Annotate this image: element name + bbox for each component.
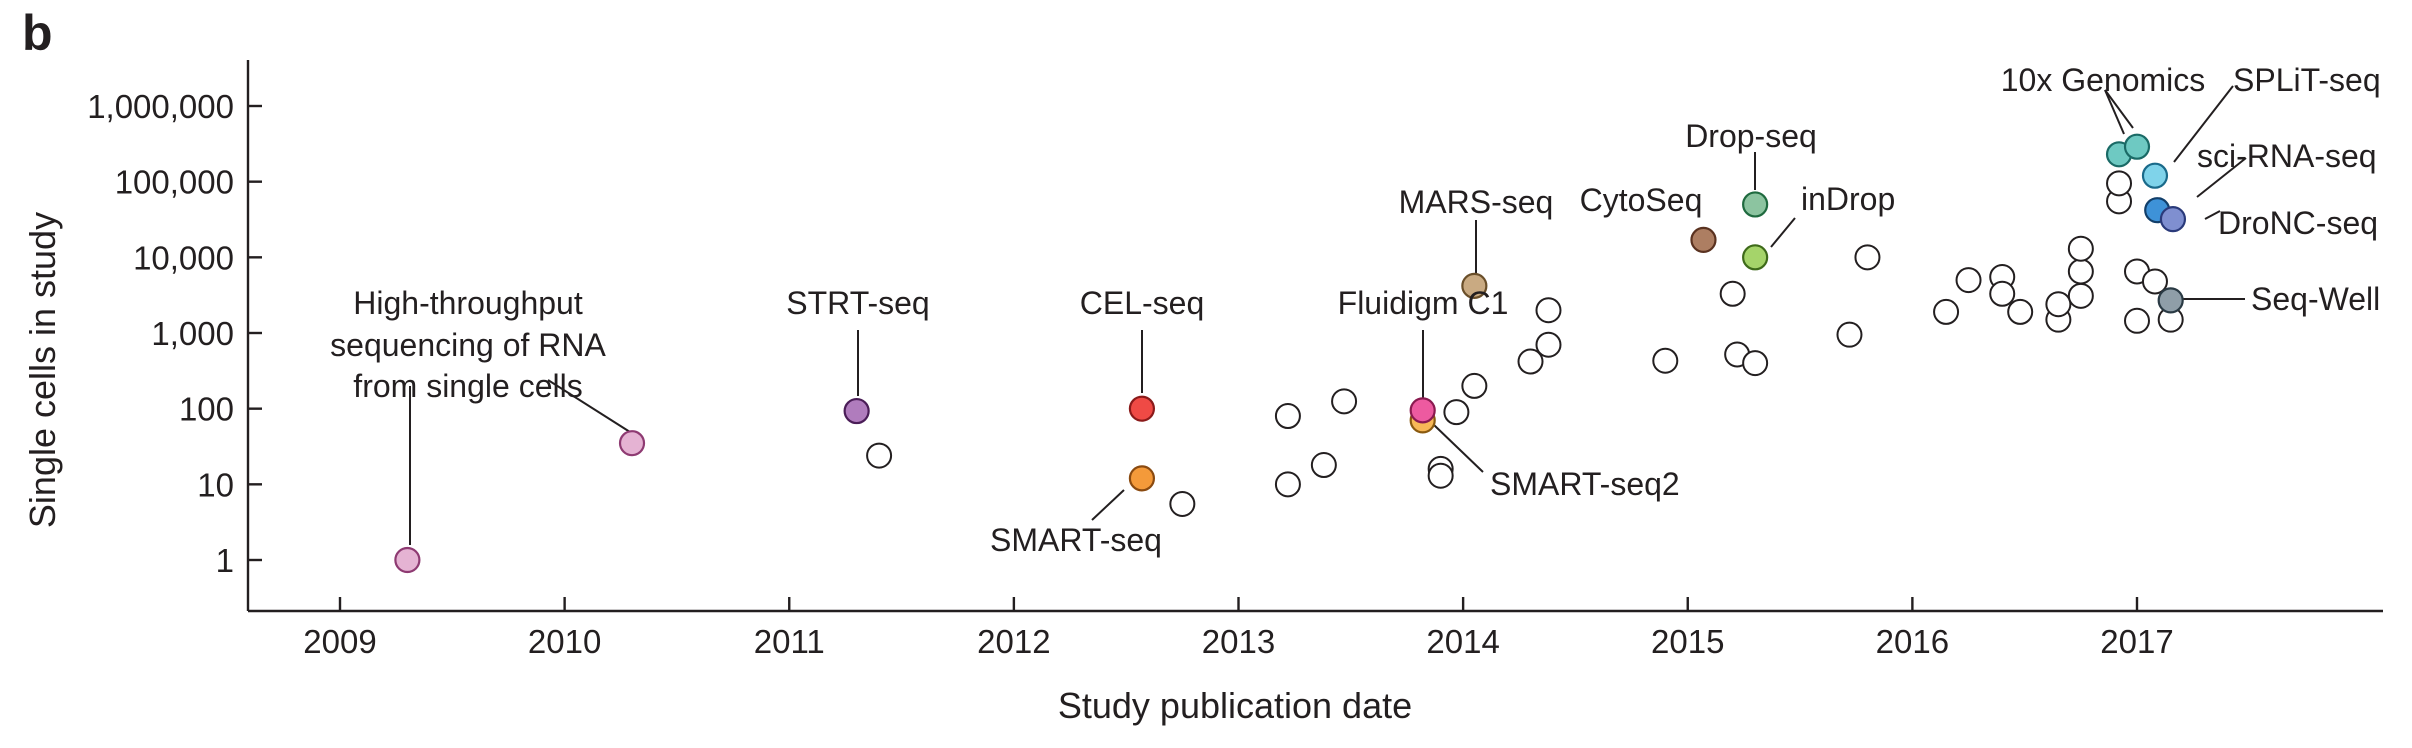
- y-tick-label: 100,000: [115, 164, 234, 201]
- data-point: [2067, 282, 2094, 309]
- y-tick-label: 1,000: [151, 315, 234, 352]
- x-tick-label: 2012: [977, 623, 1050, 660]
- highlighted-data-point: [2123, 133, 2151, 160]
- data-point: [1933, 298, 1960, 325]
- leader-line: [1770, 217, 1796, 248]
- highlighted-data-point: [1128, 395, 1156, 422]
- highlighted-data-point: [843, 397, 870, 425]
- data-point: [1517, 348, 1544, 375]
- x-tick-label: 2009: [303, 623, 376, 660]
- leader-line: [2104, 89, 2125, 135]
- highlighted-data-point: [1742, 191, 1769, 218]
- annotation-label: sequencing of RNA: [330, 327, 606, 363]
- x-tick-label: 2010: [528, 623, 601, 660]
- x-tick-label: 2013: [1202, 623, 1275, 660]
- highlighted-data-point: [1690, 226, 1717, 253]
- leader-line: [2104, 89, 2134, 129]
- data-point: [1461, 372, 1488, 399]
- highlighted-data-point: [2157, 287, 2184, 314]
- data-point: [1955, 267, 1982, 294]
- data-point: [1652, 347, 1679, 374]
- data-point: [1836, 321, 1863, 348]
- data-point: [2067, 258, 2094, 285]
- x-tick-label: 2014: [1426, 623, 1499, 660]
- y-tick-label: 1: [216, 542, 234, 579]
- data-point: [2007, 298, 2034, 325]
- highlighted-data-point: [2141, 162, 2169, 189]
- y-tick-label: 100: [179, 391, 234, 428]
- x-tick-label: 2017: [2100, 623, 2173, 660]
- y-tick-label: 1,000,000: [87, 88, 234, 125]
- leader-line: [2204, 210, 2221, 220]
- y-tick-label: 10,000: [133, 239, 234, 276]
- data-point: [1274, 402, 1301, 429]
- data-point: [2106, 170, 2133, 197]
- data-point: [1427, 462, 1454, 489]
- annotation-label: Fluidigm C1: [1338, 285, 1509, 321]
- data-point: [2124, 307, 2150, 334]
- highlighted-data-point: [618, 430, 646, 457]
- data-point: [1535, 331, 1562, 358]
- data-point: [1310, 452, 1337, 479]
- annotation-label: DroNC-seq: [2218, 205, 2378, 241]
- x-axis-title: Study publication date: [1058, 685, 1412, 726]
- annotation-label: from single cells: [353, 368, 582, 404]
- panel-label: b: [22, 5, 53, 61]
- x-tick-label: 2011: [754, 623, 825, 660]
- annotation-label: SPLiT-seq: [2233, 62, 2381, 98]
- highlighted-data-point: [2159, 206, 2187, 233]
- data-point: [1169, 490, 1196, 517]
- annotation-label: CytoSeq: [1580, 182, 1703, 218]
- annotation-label: inDrop: [1801, 181, 1895, 217]
- x-tick-label: 2016: [1876, 623, 1949, 660]
- annotation-label: High-throughput: [353, 285, 583, 321]
- data-point: [866, 442, 893, 469]
- data-points: [394, 133, 2187, 574]
- leader-line: [1433, 424, 1484, 473]
- axes: 1 10 100 1,000 10,000 100,000 1,000,000 2009 201…: [87, 60, 2383, 660]
- leader-line: [1091, 489, 1125, 521]
- annotation-label: SMART-seq2: [1490, 466, 1680, 502]
- annotation-leader-lines: [409, 85, 2247, 545]
- data-point: [2141, 268, 2168, 295]
- annotations: High-throughput sequencing of RNA from sin…: [330, 62, 2380, 558]
- data-point: [2067, 235, 2094, 262]
- y-tick-label: 10: [197, 466, 234, 503]
- y-axis-title: Single cells in study: [22, 212, 63, 528]
- data-point: [1274, 471, 1301, 498]
- annotation-label: Drop-seq: [1685, 118, 1817, 154]
- data-point: [1535, 297, 1562, 324]
- leader-line: [547, 379, 631, 433]
- highlighted-data-point: [1128, 465, 1156, 492]
- x-tick-label: 2015: [1651, 623, 1724, 660]
- annotation-label: 10x Genomics: [2001, 62, 2206, 98]
- annotation-label: SMART-seq: [990, 522, 1162, 558]
- annotation-label: sci-RNA-seq: [2197, 138, 2377, 174]
- annotation-label: MARS-seq: [1399, 184, 1554, 220]
- annotation-label: STRT-seq: [786, 285, 929, 321]
- leader-line: [2196, 157, 2247, 198]
- highlighted-data-point: [1742, 244, 1769, 271]
- data-point: [1443, 399, 1470, 426]
- annotation-label: CEL-seq: [1080, 285, 1205, 321]
- data-point: [1331, 388, 1358, 415]
- data-point: [1854, 244, 1881, 271]
- data-point: [1742, 350, 1769, 377]
- leader-line: [2173, 85, 2234, 163]
- highlighted-data-point: [1461, 272, 1488, 299]
- highlighted-data-point: [1409, 397, 1436, 424]
- data-point: [2045, 291, 2072, 318]
- highlighted-data-point: [394, 546, 421, 574]
- data-point: [1719, 280, 1746, 307]
- annotation-label: Seq-Well: [2251, 281, 2380, 317]
- data-point: [1989, 280, 2016, 307]
